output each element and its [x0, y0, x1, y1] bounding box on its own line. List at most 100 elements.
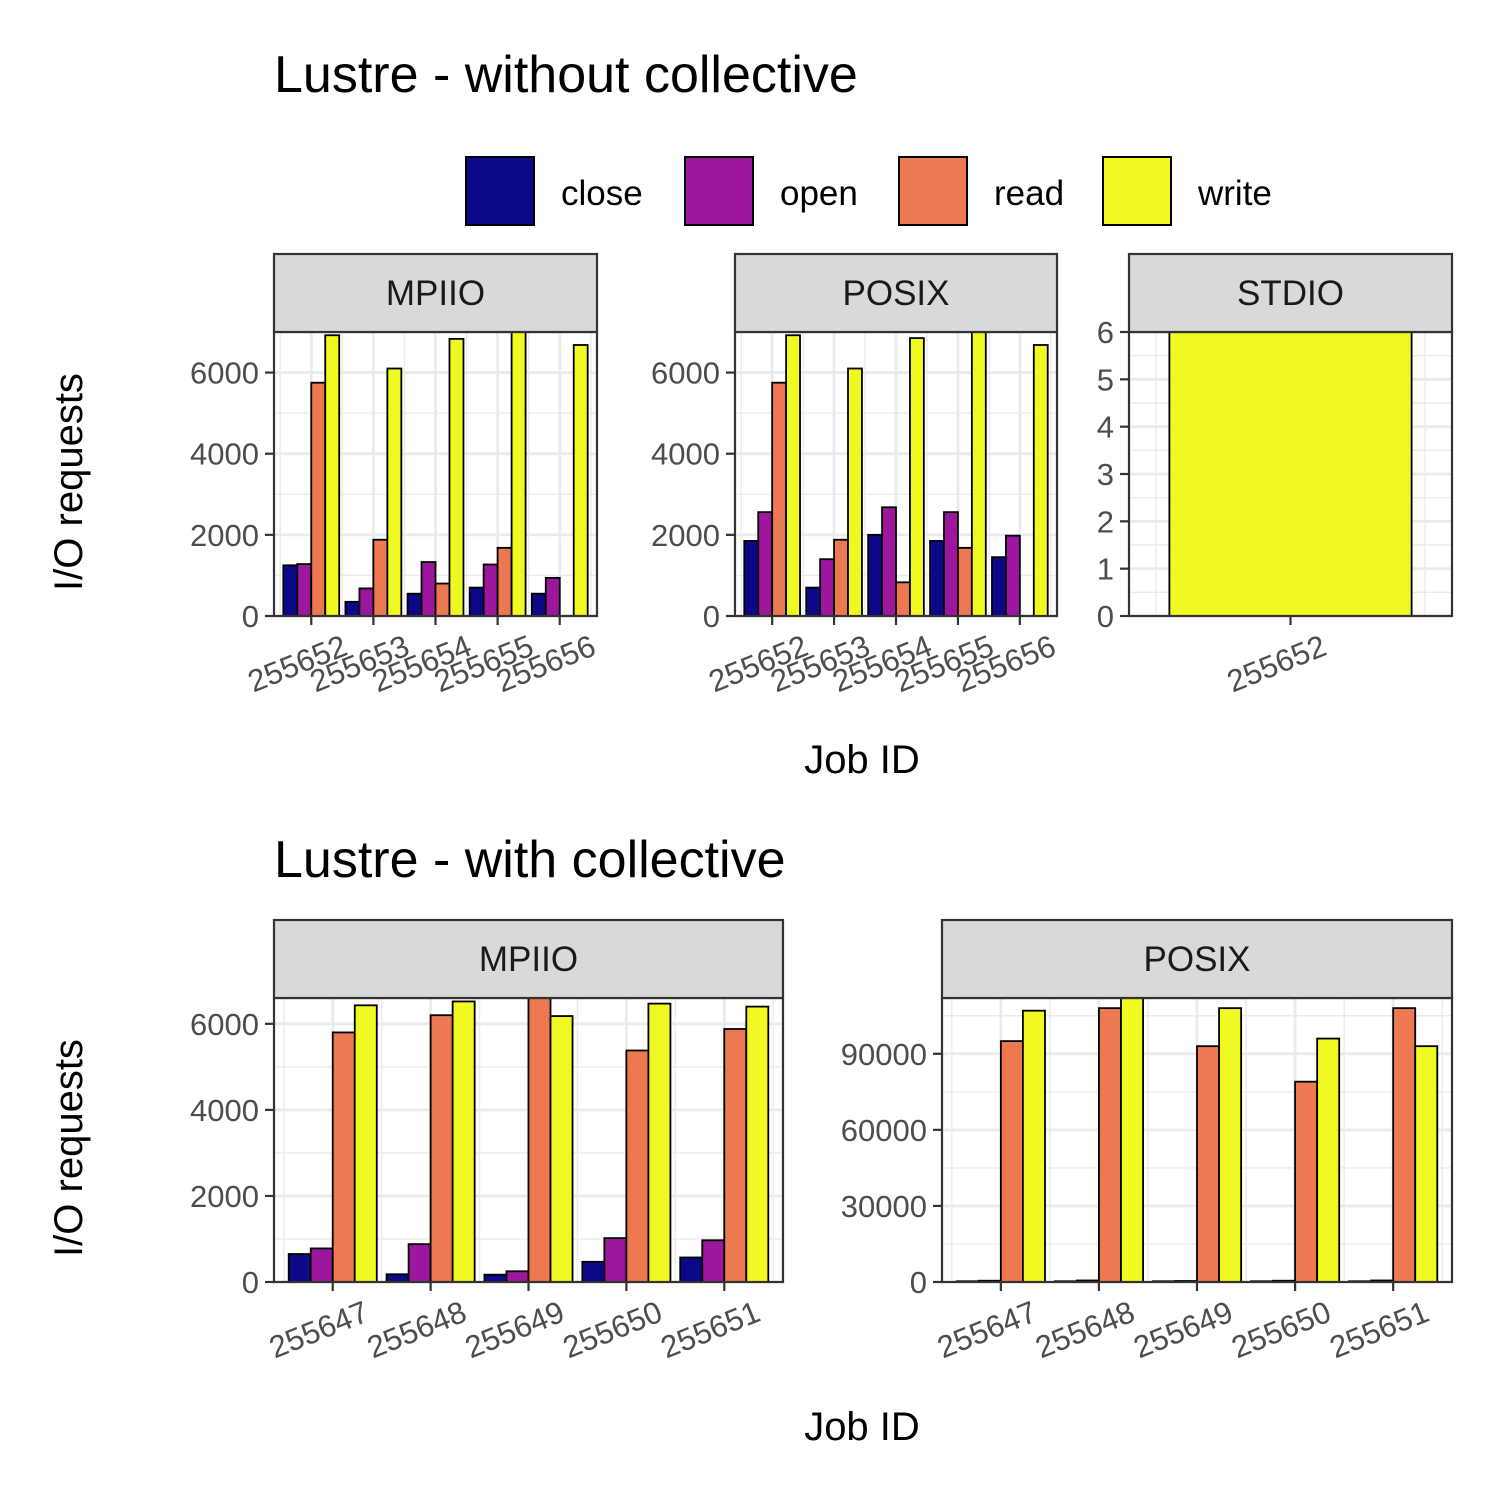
facet-strip-label: MPIIO	[386, 274, 485, 313]
bar-write-255651	[745, 1005, 770, 1283]
bar-open-255652	[296, 563, 313, 617]
bar-close-255654	[867, 533, 883, 617]
bar-write-255656	[572, 344, 589, 617]
bar-read-255651	[723, 1028, 748, 1283]
bar-write-255647	[1022, 1009, 1046, 1283]
bar-read-255650	[1294, 1080, 1319, 1283]
legend-key-write	[1102, 156, 1172, 226]
bar-read-255651	[1392, 1007, 1417, 1283]
y-tick-label: 2000	[190, 1179, 259, 1214]
y-tick-label: 90000	[841, 1037, 927, 1072]
bar-read-255655	[957, 546, 973, 617]
bar-write-255650	[1316, 1037, 1341, 1283]
bar-open-255655	[482, 563, 499, 617]
panel-0-mpiio: MPIIO02000400060002556522556532556542556…	[190, 252, 600, 699]
y-tick-label: 6000	[190, 1007, 259, 1042]
facet-strip	[1127, 252, 1454, 334]
y-tick-label: 6000	[190, 356, 259, 391]
bar-write-255654	[448, 337, 465, 617]
x-tick-label: 255650	[1227, 1294, 1336, 1365]
y-tick-label: 6000	[651, 356, 720, 391]
legend-label-close: close	[561, 174, 643, 213]
bar-write-255652	[785, 334, 801, 617]
bar-read-255647	[331, 1031, 356, 1283]
x-tick-label: 255648	[1031, 1294, 1140, 1365]
bar-open-255651	[701, 1239, 726, 1283]
y-tick-label: 1	[1097, 552, 1114, 587]
bar-read-255654	[434, 582, 451, 617]
x-tick-label: 255647	[932, 1294, 1041, 1365]
bar-write-255654	[909, 337, 925, 617]
x-tick-label: 255648	[362, 1294, 471, 1365]
bar-read-255648	[1098, 1007, 1122, 1283]
bar-write-255656	[1032, 344, 1049, 617]
panel-1-mpiio: MPIIO02000400060002556472556482556492556…	[190, 918, 785, 1365]
bar-close-255651	[679, 1256, 704, 1283]
facet-strip-label: POSIX	[843, 274, 950, 313]
bar-close-255655	[468, 586, 485, 617]
bar-open-255656	[544, 576, 561, 617]
bar-close-255656	[530, 592, 547, 617]
bar-read-255650	[625, 1049, 650, 1283]
x-tick-label: 255649	[460, 1294, 569, 1365]
bar-close-255655	[929, 540, 945, 617]
legend-key-open	[684, 156, 754, 226]
bar-read-255653	[833, 538, 849, 617]
x-tick-label: 255651	[1325, 1294, 1434, 1365]
bar-open-255656	[1005, 534, 1021, 617]
bar-open-255652	[757, 511, 774, 617]
bar-open-255653	[358, 587, 375, 617]
bar-write-255648	[1120, 997, 1144, 1283]
y-tick-label: 2000	[651, 518, 720, 553]
bar-write-255649	[549, 1015, 574, 1283]
y-tick-label: 4000	[190, 437, 259, 472]
bar-open-255648	[407, 1243, 432, 1283]
bar-write-255650	[647, 1002, 672, 1283]
facet-strip	[940, 918, 1454, 1000]
y-tick-label: 60000	[841, 1113, 927, 1148]
panel-0-stdio: STDIO 0 1 2 3 4 5 6 255652	[1097, 252, 1454, 699]
bar-write-255653	[847, 367, 863, 617]
panel-1-posix: POSIX03000060000900002556472556482556492…	[841, 918, 1454, 1365]
x-tick-label: 255651	[656, 1294, 765, 1365]
x-axis-label-bottom: Job ID	[804, 1405, 920, 1449]
legend-label-write: write	[1197, 174, 1272, 213]
y-tick-label: 3	[1097, 457, 1114, 492]
bar-close-255648	[385, 1273, 410, 1283]
bar-write-255649	[1218, 1007, 1243, 1283]
x-tick-label: 255647	[264, 1294, 373, 1365]
y-tick-label: 0	[910, 1265, 927, 1300]
bar-read-255649	[1196, 1045, 1220, 1283]
chart-title-bottom: Lustre - with collective	[274, 831, 786, 889]
bar-read-255653	[372, 538, 389, 617]
y-axis-label-top: I/O requests	[47, 373, 91, 591]
bar-write-255648	[451, 1000, 476, 1283]
bar-read-255649	[527, 997, 552, 1283]
bar-write-255652	[1168, 331, 1413, 617]
bar-close-255653	[805, 586, 822, 617]
y-tick-label: 0	[1097, 599, 1114, 634]
legend-key-close	[465, 156, 535, 226]
y-tick-label: 4	[1097, 410, 1114, 445]
bar-read-255654	[895, 581, 911, 617]
bar-read-255647	[999, 1040, 1024, 1283]
y-tick-label: 0	[242, 599, 259, 634]
bar-write-255655	[970, 331, 987, 617]
bar-close-255652	[282, 564, 299, 617]
x-axis-label-top: Job ID	[804, 738, 920, 782]
facet-strip	[733, 252, 1059, 334]
bar-open-255654	[881, 506, 897, 617]
y-tick-label: 0	[242, 1265, 259, 1300]
bar-write-255652	[324, 334, 341, 617]
legend-label-read: read	[994, 174, 1064, 213]
y-tick-label: 30000	[841, 1189, 927, 1224]
bar-read-255652	[310, 381, 327, 617]
facet-strip-label: POSIX	[1144, 940, 1251, 979]
bar-open-255650	[603, 1237, 628, 1283]
bar-open-255653	[819, 558, 835, 617]
bar-open-255654	[420, 561, 437, 617]
chart-title-top: Lustre - without collective	[274, 46, 858, 104]
y-axis-label-bottom: I/O requests	[47, 1039, 91, 1257]
y-tick-label: 6	[1097, 315, 1114, 350]
bar-close-255647	[287, 1253, 312, 1283]
